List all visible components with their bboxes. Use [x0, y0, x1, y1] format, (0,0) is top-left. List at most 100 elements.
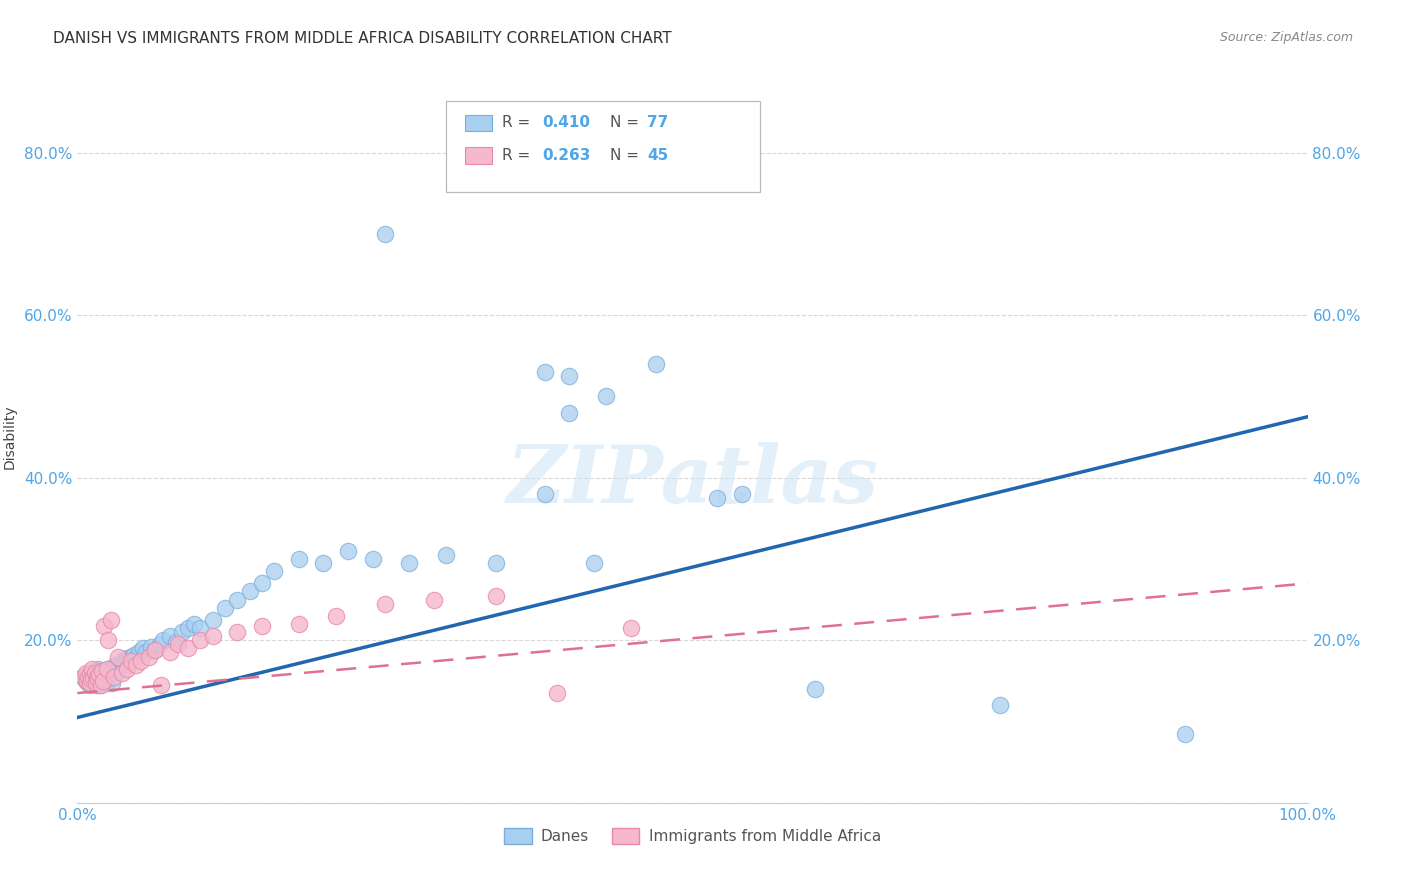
Point — [90, 678, 112, 692]
Point — [138, 649, 160, 664]
Point — [82, 665, 104, 680]
Point — [620, 621, 643, 635]
Point — [82, 675, 104, 690]
Point — [111, 665, 132, 680]
Point — [76, 673, 98, 688]
Point — [152, 633, 174, 648]
Point — [534, 487, 557, 501]
Point — [83, 667, 105, 681]
Point — [485, 556, 508, 570]
Y-axis label: Disability: Disability — [3, 405, 17, 469]
Text: 0.263: 0.263 — [543, 148, 591, 163]
Point — [83, 665, 105, 680]
Point — [80, 673, 103, 687]
Point — [98, 667, 121, 681]
Point — [485, 589, 508, 603]
Point — [125, 657, 148, 672]
Point — [115, 662, 138, 676]
Text: 45: 45 — [647, 148, 668, 163]
Point — [143, 643, 166, 657]
Point — [214, 600, 236, 615]
Point — [988, 698, 1011, 713]
Point — [90, 670, 112, 684]
Point — [188, 621, 212, 635]
Point — [103, 662, 125, 676]
Point — [546, 686, 568, 700]
Point — [644, 357, 666, 371]
Point — [804, 681, 827, 696]
Point — [96, 662, 118, 676]
Point — [595, 389, 617, 403]
Point — [80, 670, 103, 684]
Point — [558, 369, 581, 384]
Point — [128, 645, 150, 659]
Point — [118, 654, 141, 668]
Point — [84, 664, 107, 678]
Point — [226, 625, 249, 640]
Point — [183, 617, 205, 632]
Legend: Danes, Immigrants from Middle Africa: Danes, Immigrants from Middle Africa — [498, 822, 887, 850]
Point — [1174, 727, 1197, 741]
Point — [131, 641, 153, 656]
Point — [82, 670, 104, 684]
Point — [86, 673, 108, 688]
FancyBboxPatch shape — [447, 101, 761, 192]
Point — [97, 633, 120, 648]
Point — [436, 548, 458, 562]
Point — [122, 648, 145, 662]
Point — [77, 670, 100, 684]
Point — [325, 608, 347, 623]
Point — [100, 613, 122, 627]
Point — [121, 649, 143, 664]
Point — [103, 670, 125, 684]
Point — [337, 544, 360, 558]
Point — [107, 664, 129, 678]
Point — [93, 618, 115, 632]
Point — [361, 552, 384, 566]
Point — [76, 670, 98, 684]
Point — [374, 597, 396, 611]
FancyBboxPatch shape — [465, 114, 492, 130]
Point — [135, 645, 157, 659]
Point — [706, 491, 728, 505]
Point — [77, 675, 100, 690]
Text: ZIPatlas: ZIPatlas — [506, 442, 879, 520]
Point — [583, 556, 606, 570]
Point — [201, 629, 224, 643]
Text: Source: ZipAtlas.com: Source: ZipAtlas.com — [1219, 31, 1353, 45]
Point — [312, 556, 335, 570]
Point — [87, 675, 110, 690]
Text: N =: N = — [610, 115, 644, 130]
Point — [226, 592, 249, 607]
Point — [72, 670, 94, 684]
Point — [100, 665, 122, 680]
Point — [72, 670, 94, 684]
Point — [84, 678, 107, 692]
Point — [159, 645, 181, 659]
Point — [97, 662, 120, 676]
Point — [288, 552, 311, 566]
Point — [165, 635, 187, 649]
Point — [83, 673, 105, 687]
Point — [150, 678, 173, 692]
Point — [288, 617, 311, 632]
Point — [87, 662, 110, 676]
Point — [239, 584, 262, 599]
Text: 77: 77 — [647, 115, 668, 130]
Point — [731, 487, 754, 501]
Text: DANISH VS IMMIGRANTS FROM MIDDLE AFRICA DISABILITY CORRELATION CHART: DANISH VS IMMIGRANTS FROM MIDDLE AFRICA … — [53, 31, 672, 46]
Point — [94, 675, 117, 690]
Point — [188, 633, 212, 648]
Point — [177, 621, 200, 635]
Point — [75, 665, 97, 680]
Point — [90, 664, 114, 678]
Point — [104, 657, 127, 672]
Point — [93, 670, 115, 684]
Point — [167, 637, 190, 651]
Text: 0.410: 0.410 — [543, 115, 591, 130]
Point — [89, 678, 111, 692]
Point — [101, 675, 124, 690]
Point — [79, 667, 101, 681]
Point — [86, 670, 108, 684]
Point — [79, 667, 101, 681]
